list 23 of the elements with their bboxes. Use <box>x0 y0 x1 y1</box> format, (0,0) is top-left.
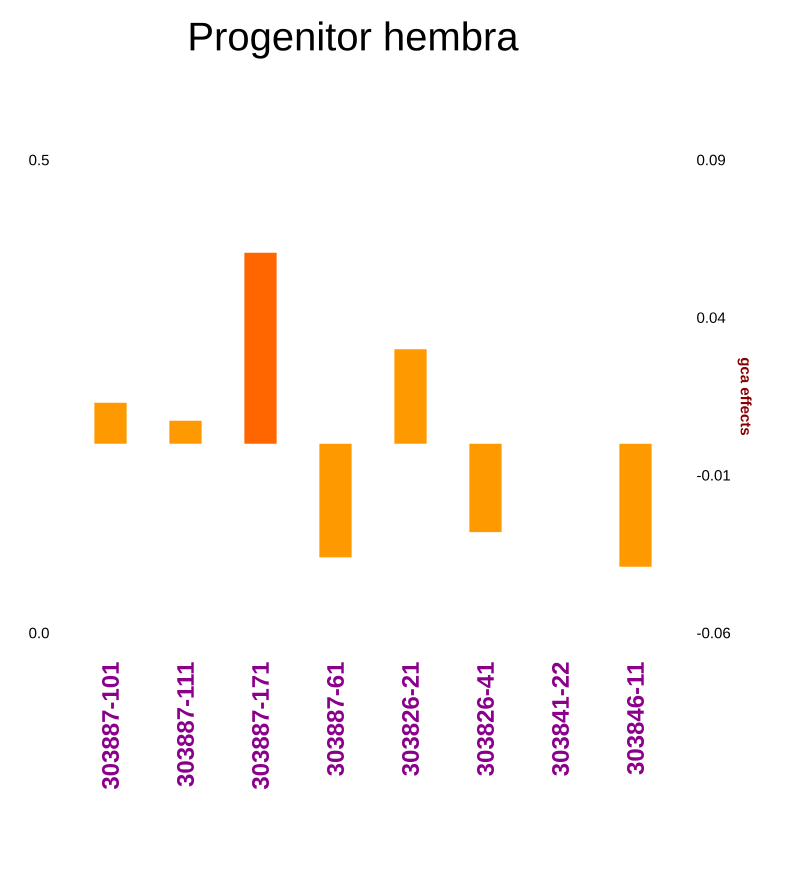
x-tick-label: 303887-171 <box>252 662 270 790</box>
y-tick-label: 0.0 <box>29 628 49 638</box>
y2-tick-label: 0.09 <box>697 154 725 166</box>
bar <box>319 444 352 558</box>
x-tick-label: 303887-111 <box>176 662 194 786</box>
x-tick-label: 303846-11 <box>626 662 644 774</box>
bar <box>94 402 127 444</box>
y2-tick-label: 0.04 <box>697 312 726 323</box>
bar <box>619 444 652 567</box>
bar <box>394 349 427 444</box>
x-tick-label: 303826-41 <box>476 662 494 776</box>
chart-title: Progenitor hembra <box>190 21 519 59</box>
y2-axis-title: gca effects <box>738 358 752 436</box>
x-tick-label: 303887-101 <box>102 662 120 790</box>
x-tick-label: 303826-21 <box>402 662 420 776</box>
y2-tick-label: -0.06 <box>697 628 730 638</box>
bar <box>469 444 502 532</box>
x-tick-label: 303887-61 <box>326 662 344 776</box>
y2-tick-label: -0.01 <box>697 470 730 481</box>
bar <box>169 420 202 444</box>
y-tick-label: 0.5 <box>29 154 49 166</box>
bar <box>244 252 277 444</box>
x-tick-label: 303841-22 <box>552 662 570 776</box>
